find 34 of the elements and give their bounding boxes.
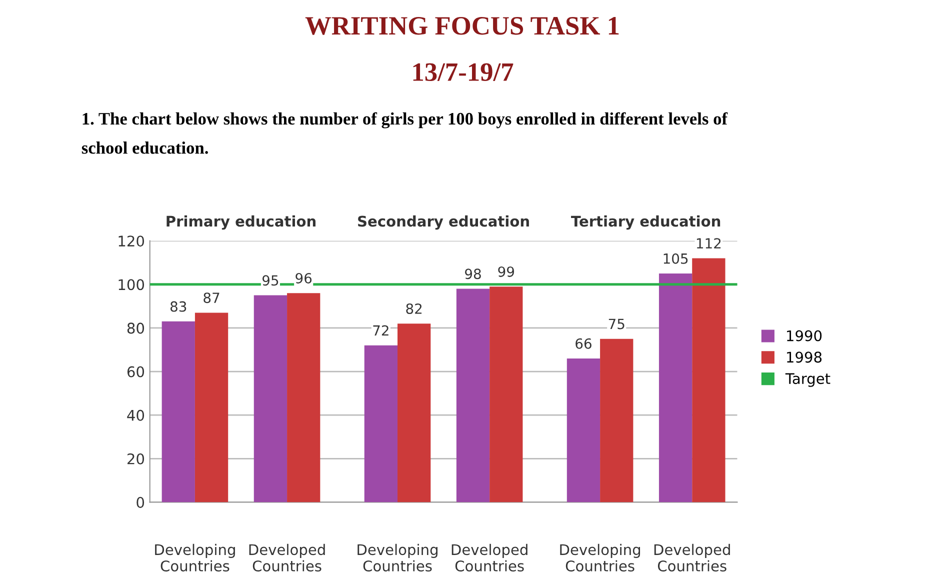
y-tick-label: 100 — [118, 279, 144, 290]
data-label: 87 — [204, 292, 220, 304]
text: Tertiary education — [571, 215, 720, 230]
y-tick-label: 0 — [136, 496, 144, 508]
x-tick-label: Developed Countries — [249, 544, 325, 572]
y-tick-label: 120 — [118, 236, 144, 247]
data-label: 75 — [608, 318, 624, 330]
data-label: 96 — [296, 272, 312, 284]
y-tick-label: 80 — [127, 322, 144, 334]
chart-title: WRITING FOCUS TASK 1 — [305, 17, 619, 35]
data-label: 99 — [498, 266, 514, 277]
data-label: 83 — [170, 301, 186, 312]
y-tick-label: 20 — [128, 453, 144, 464]
data-label: 98 — [465, 268, 481, 280]
data-label: 82 — [406, 303, 422, 314]
text: Primary education — [166, 215, 316, 230]
chart-subtitle: 13/7-19/7 — [413, 63, 514, 82]
data-label: 112 — [696, 238, 721, 248]
legend-label: 1990 — [787, 330, 822, 342]
x-tick-label: Developing Countries — [155, 544, 235, 572]
data-label: 105 — [664, 253, 688, 264]
data-label: 95 — [262, 275, 278, 286]
x-tick-label: Developed Countries — [452, 544, 528, 572]
legend-label: 1998 — [787, 352, 822, 363]
y-tick-label: 40 — [127, 410, 144, 421]
legend-label: Target — [785, 373, 830, 387]
x-tick-label: Developing Countries — [560, 544, 640, 572]
y-tick-label: 60 — [127, 366, 144, 378]
x-tick-label: Developing Countries — [358, 544, 438, 572]
x-tick-label: Developed Countries — [654, 544, 730, 572]
text: 1. The chart below shows the number of girls per 100 boys enrolled in different levels of school education. — [82, 112, 728, 154]
data-label: 66 — [576, 338, 592, 349]
text: Secondary education — [358, 215, 529, 230]
data-label: 72 — [373, 325, 388, 336]
